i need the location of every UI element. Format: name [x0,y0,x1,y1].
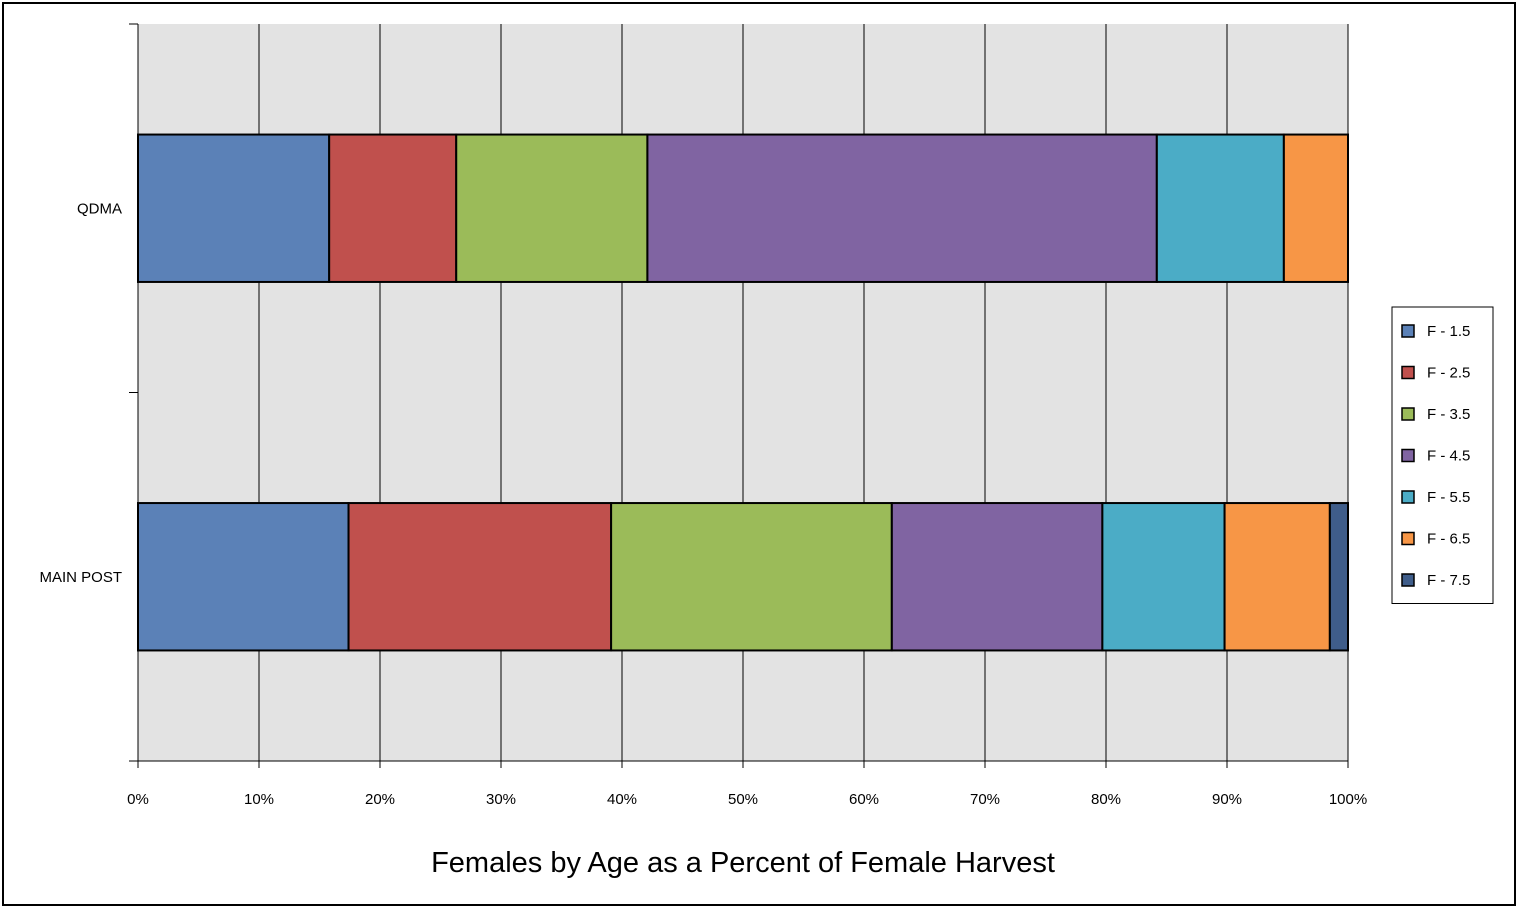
x-tick-label: 70% [970,791,1000,808]
legend-label: F - 5.5 [1427,489,1470,506]
x-tick-label: 10% [244,791,274,808]
x-tick-label: 40% [607,791,637,808]
legend-label: F - 2.5 [1427,365,1470,382]
x-tick-label: 0% [127,791,149,808]
bar-segment [890,502,1104,652]
legend: F - 1.5 F - 2.5 F - 3.5 F - 4.5 F - 5.5 F - 6… [1391,306,1494,604]
bar-segment [455,133,649,283]
x-tick-label: 50% [728,791,758,808]
bars [137,133,1349,652]
legend-label: F - 7.5 [1427,572,1470,589]
legend-swatch [1401,407,1415,421]
bar-segment [1101,502,1226,652]
bar-segment [1282,133,1349,283]
legend-swatch [1401,490,1415,504]
legend-label: F - 6.5 [1427,531,1470,548]
legend-label: F - 1.5 [1427,323,1470,340]
category-label: QDMA [77,200,122,217]
x-tick-label: 60% [849,791,879,808]
x-tick-label: 80% [1091,791,1121,808]
legend-swatch [1401,531,1415,546]
bar-segment [137,502,350,652]
category-label: MAIN POST [39,569,122,586]
x-tick-label: 90% [1212,791,1242,808]
bar-segment [1328,502,1349,652]
axes [129,23,1349,768]
x-tick-label: 30% [486,791,516,808]
legend-swatch [1401,324,1415,338]
bar-segment [1155,133,1285,283]
bar-segment [347,502,613,652]
x-axis-tick-labels: 0% 10% 20% 30% 40% 50% 60% 70% 80% 90% 100% [127,791,1367,808]
legend-swatch [1401,365,1415,380]
bar-segment [646,133,1158,283]
x-tick-label: 20% [365,791,395,808]
y-axis-category-labels: QDMA MAIN POST [39,200,122,586]
chart-title: Females by Age as a Percent of Female Ha… [431,847,1055,879]
legend-label: F - 3.5 [1427,406,1470,423]
bar-segment [610,502,893,652]
legend-swatch [1401,448,1415,463]
bar-segment [137,133,331,283]
x-tick-label: 100% [1329,791,1367,808]
bar-segment [1223,502,1331,652]
legend-swatch [1401,573,1415,587]
bar-segment [328,133,458,283]
legend-label: F - 4.5 [1427,448,1470,465]
